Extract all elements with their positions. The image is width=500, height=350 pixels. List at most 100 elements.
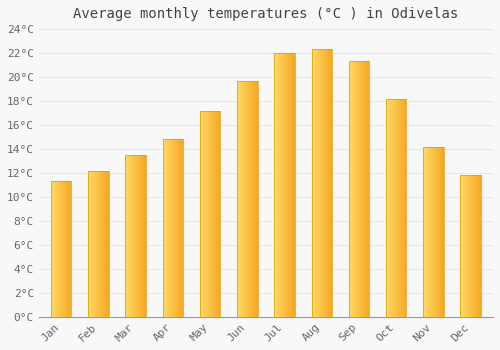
Bar: [423, 147, 424, 317]
Bar: [359, 62, 360, 317]
Bar: [274, 53, 275, 317]
Bar: [88, 170, 108, 317]
Bar: [244, 80, 246, 317]
Bar: [279, 53, 280, 317]
Bar: [361, 62, 362, 317]
Bar: [166, 139, 168, 317]
Bar: [96, 170, 97, 317]
Bar: [367, 62, 368, 317]
Bar: [439, 147, 440, 317]
Bar: [102, 170, 103, 317]
Bar: [466, 175, 468, 317]
Bar: [168, 139, 169, 317]
Bar: [478, 175, 479, 317]
Bar: [312, 49, 332, 317]
Bar: [254, 80, 255, 317]
Bar: [248, 80, 250, 317]
Bar: [94, 170, 95, 317]
Bar: [363, 62, 364, 317]
Bar: [330, 49, 332, 317]
Bar: [285, 53, 286, 317]
Bar: [98, 170, 99, 317]
Bar: [200, 111, 220, 317]
Bar: [178, 139, 179, 317]
Bar: [173, 139, 174, 317]
Bar: [52, 181, 53, 317]
Bar: [137, 155, 138, 317]
Bar: [62, 181, 63, 317]
Bar: [142, 155, 143, 317]
Bar: [214, 111, 215, 317]
Bar: [281, 53, 282, 317]
Bar: [316, 49, 317, 317]
Bar: [57, 181, 58, 317]
Bar: [426, 147, 428, 317]
Bar: [386, 99, 406, 317]
Bar: [256, 80, 257, 317]
Bar: [274, 53, 295, 317]
Bar: [386, 99, 388, 317]
Bar: [463, 175, 464, 317]
Bar: [206, 111, 208, 317]
Bar: [65, 181, 66, 317]
Bar: [399, 99, 400, 317]
Bar: [91, 170, 92, 317]
Bar: [396, 99, 397, 317]
Bar: [59, 181, 60, 317]
Bar: [204, 111, 206, 317]
Bar: [313, 49, 314, 317]
Bar: [438, 147, 439, 317]
Bar: [319, 49, 320, 317]
Bar: [63, 181, 64, 317]
Bar: [169, 139, 170, 317]
Bar: [401, 99, 402, 317]
Bar: [441, 147, 442, 317]
Bar: [430, 147, 431, 317]
Bar: [51, 181, 52, 317]
Bar: [129, 155, 130, 317]
Bar: [434, 147, 435, 317]
Bar: [352, 62, 353, 317]
Bar: [131, 155, 132, 317]
Bar: [99, 170, 100, 317]
Bar: [60, 181, 61, 317]
Bar: [392, 99, 393, 317]
Bar: [181, 139, 182, 317]
Bar: [54, 181, 55, 317]
Bar: [128, 155, 129, 317]
Bar: [255, 80, 256, 317]
Bar: [321, 49, 322, 317]
Bar: [365, 62, 366, 317]
Bar: [394, 99, 395, 317]
Bar: [241, 80, 242, 317]
Bar: [405, 99, 406, 317]
Bar: [93, 170, 94, 317]
Bar: [239, 80, 240, 317]
Bar: [390, 99, 391, 317]
Bar: [136, 155, 137, 317]
Bar: [468, 175, 469, 317]
Bar: [177, 139, 178, 317]
Bar: [103, 170, 104, 317]
Bar: [240, 80, 241, 317]
Bar: [403, 99, 404, 317]
Bar: [100, 170, 101, 317]
Bar: [322, 49, 323, 317]
Bar: [70, 181, 72, 317]
Bar: [393, 99, 394, 317]
Bar: [440, 147, 441, 317]
Bar: [312, 49, 313, 317]
Bar: [61, 181, 62, 317]
Bar: [353, 62, 354, 317]
Bar: [283, 53, 284, 317]
Bar: [175, 139, 176, 317]
Bar: [435, 147, 436, 317]
Bar: [366, 62, 367, 317]
Bar: [182, 139, 183, 317]
Bar: [400, 99, 401, 317]
Bar: [276, 53, 277, 317]
Bar: [476, 175, 477, 317]
Bar: [237, 80, 238, 317]
Bar: [428, 147, 430, 317]
Bar: [480, 175, 481, 317]
